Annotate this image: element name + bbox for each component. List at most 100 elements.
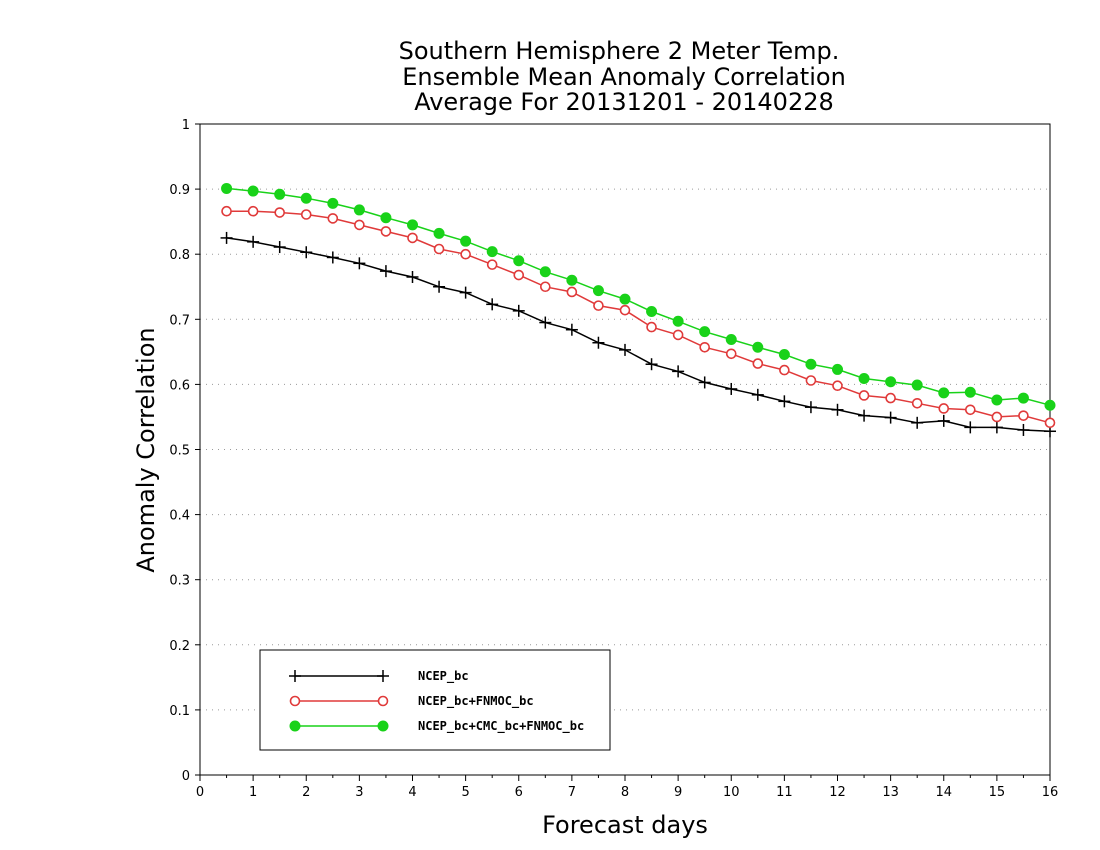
series-2 (221, 205, 1056, 429)
x-tick-label: 16 (1042, 785, 1059, 800)
data-point (459, 286, 472, 299)
data-point (911, 397, 923, 409)
data-point (804, 401, 817, 414)
data-point (751, 388, 764, 401)
data-point (300, 192, 312, 204)
chart-title-line-3: Average For 20131201 - 20140228 (414, 88, 834, 116)
legend-marker (377, 670, 389, 682)
legend-label: NCEP_bc (418, 669, 469, 684)
legend-label: NCEP_bc+CMC_bc+FNMOC_bc (418, 719, 584, 734)
data-point (274, 207, 285, 218)
data-point (672, 315, 684, 327)
legend-entries: NCEP_bc NCEP_bc+FNMOC_bc NCEP_bc+CMC_bc+FN… (289, 669, 584, 734)
data-point (354, 219, 365, 231)
data-point (672, 329, 684, 341)
x-tick-label: 5 (461, 785, 469, 800)
data-point (699, 326, 711, 338)
data-point (619, 293, 631, 305)
data-point (832, 380, 843, 392)
data-point (805, 375, 817, 386)
y-axis-title: Anomaly Correlation (132, 327, 160, 572)
x-tick-label: 7 (568, 785, 576, 800)
data-point (300, 209, 312, 220)
legend-marker (377, 720, 389, 732)
data-point (991, 394, 1003, 406)
x-tick-label: 8 (621, 785, 629, 800)
data-point (1018, 410, 1029, 421)
x-tick-label: 4 (408, 785, 416, 800)
data-point (247, 185, 259, 197)
data-point (460, 248, 471, 260)
data-point (513, 255, 525, 267)
data-point (805, 358, 817, 370)
chart-title-line-1: Southern Hemisphere 2 Meter Temp. (399, 37, 840, 65)
data-point (752, 358, 764, 369)
data-point (566, 286, 578, 298)
data-series (220, 182, 1056, 438)
data-point (486, 246, 498, 258)
data-point (885, 392, 896, 404)
data-point (911, 416, 924, 429)
data-point (486, 259, 498, 270)
y-tick-label: 0 (182, 769, 190, 784)
data-point (513, 269, 525, 281)
data-point (779, 364, 790, 376)
data-point (1044, 399, 1056, 411)
data-point (832, 363, 843, 375)
data-point (433, 280, 446, 293)
data-point (273, 241, 286, 254)
data-point (247, 205, 259, 217)
data-point (540, 281, 551, 293)
legend-entry: NCEP_bc (289, 669, 469, 684)
data-point (1017, 392, 1029, 404)
x-tick-label: 15 (989, 785, 1006, 800)
data-point (698, 376, 711, 389)
data-point (486, 298, 499, 311)
series-1 (220, 231, 1056, 438)
y-tick-label: 0.9 (169, 183, 190, 198)
data-point (938, 387, 950, 399)
y-tick-label: 0.2 (169, 639, 190, 654)
data-point (433, 227, 445, 239)
legend-box (259, 649, 611, 751)
data-point (247, 235, 260, 248)
axes: 00.10.20.30.40.50.60.70.80.910 1 2 3 4 5 6 7 8 9 1… (169, 118, 1058, 800)
x-tick-label: 6 (515, 785, 523, 800)
y-tick-label: 0.4 (169, 509, 190, 524)
data-point (220, 231, 233, 244)
data-point (646, 321, 657, 333)
x-tick-label: 1 (249, 785, 257, 800)
data-point (672, 365, 685, 378)
data-point (964, 386, 976, 398)
data-point (831, 403, 844, 416)
data-point (221, 182, 233, 194)
data-point (858, 373, 870, 385)
data-point (379, 265, 392, 278)
data-point (326, 251, 339, 264)
series-line (226, 237, 1051, 433)
x-tick-label: 12 (829, 785, 846, 800)
data-point (539, 266, 551, 278)
x-axis-title: Forecast days (542, 811, 708, 839)
data-point (699, 341, 710, 353)
data-point (725, 348, 737, 360)
data-point (592, 336, 605, 349)
data-point (725, 382, 738, 395)
y-tick-label: 0.5 (169, 444, 190, 459)
data-point (646, 305, 658, 317)
data-point (460, 235, 472, 247)
data-point (938, 403, 950, 414)
y-tick-label: 1 (182, 118, 190, 133)
data-point (407, 219, 418, 231)
data-point (937, 414, 950, 427)
data-point (566, 274, 578, 286)
data-point (858, 390, 870, 401)
data-point (752, 341, 764, 353)
data-point (1017, 423, 1030, 436)
data-point (1044, 417, 1056, 429)
data-point (221, 205, 232, 217)
legend: NCEP_bc NCEP_bc+FNMOC_bc NCEP_bc+CMC_bc+FN… (259, 649, 611, 751)
data-point (539, 316, 552, 329)
data-point (619, 304, 631, 316)
